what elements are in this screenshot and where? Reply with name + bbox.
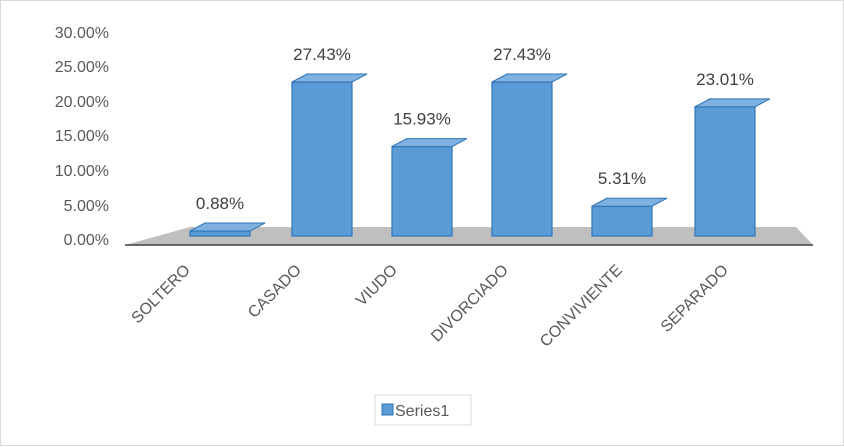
- y-tick-label: 20.00%: [55, 94, 109, 111]
- data-label: 27.43%: [293, 45, 351, 64]
- y-tick-label: 10.00%: [55, 163, 109, 180]
- bar-front-face: [291, 81, 353, 237]
- category-label: SOLTERO: [129, 262, 194, 327]
- bar-top-face: [694, 98, 771, 108]
- category-label: VIUDO: [353, 262, 401, 310]
- y-axis-ticks: 0.00% 5.00% 10.00% 15.00% 20.00% 25.00% 30.00%: [55, 25, 109, 249]
- bar-top-face: [391, 138, 468, 148]
- bar-top-face: [491, 73, 568, 83]
- legend-label: Series1: [395, 403, 449, 420]
- bar-front-face: [694, 106, 756, 237]
- y-tick-label: 30.00%: [55, 25, 109, 42]
- data-labels: 0.88% 27.43% 15.93% 27.43% 5.31% 23.01%: [196, 45, 754, 213]
- bar-front-face: [591, 205, 653, 237]
- y-tick-label: 5.00%: [64, 198, 109, 215]
- bar-front-face: [189, 230, 251, 237]
- bar-soltero: [189, 222, 266, 237]
- category-labels: SOLTERO CASADO VIUDO DIVORCIADO CONVIVIENTE S…: [129, 262, 732, 351]
- bar-front-face: [491, 81, 553, 237]
- bar-top-face: [591, 197, 668, 207]
- bar-separado: [694, 98, 771, 237]
- data-label: 23.01%: [696, 70, 754, 89]
- legend: Series1: [374, 394, 472, 426]
- legend-swatch: [381, 403, 394, 416]
- bar-casado: [291, 73, 368, 237]
- data-label: 0.88%: [196, 194, 244, 213]
- bar-series: [189, 73, 771, 237]
- y-tick-label: 0.00%: [64, 232, 109, 249]
- bar-divorciado: [491, 73, 568, 237]
- category-label: CONVIVIENTE: [537, 262, 626, 351]
- y-tick-label: 25.00%: [55, 59, 109, 76]
- data-label: 27.43%: [493, 45, 551, 64]
- bar-top-face: [291, 73, 368, 83]
- y-tick-label: 15.00%: [55, 128, 109, 145]
- bar-viudo: [391, 137, 468, 237]
- category-label: CASADO: [245, 262, 305, 322]
- bar-conviviente: [591, 197, 668, 237]
- bar-front-face: [391, 145, 453, 237]
- bar-top-face: [189, 222, 266, 232]
- category-label: DIVORCIADO: [428, 262, 512, 346]
- category-label: SEPARADO: [658, 262, 732, 336]
- data-label: 5.31%: [598, 169, 646, 188]
- data-label: 15.93%: [393, 110, 451, 129]
